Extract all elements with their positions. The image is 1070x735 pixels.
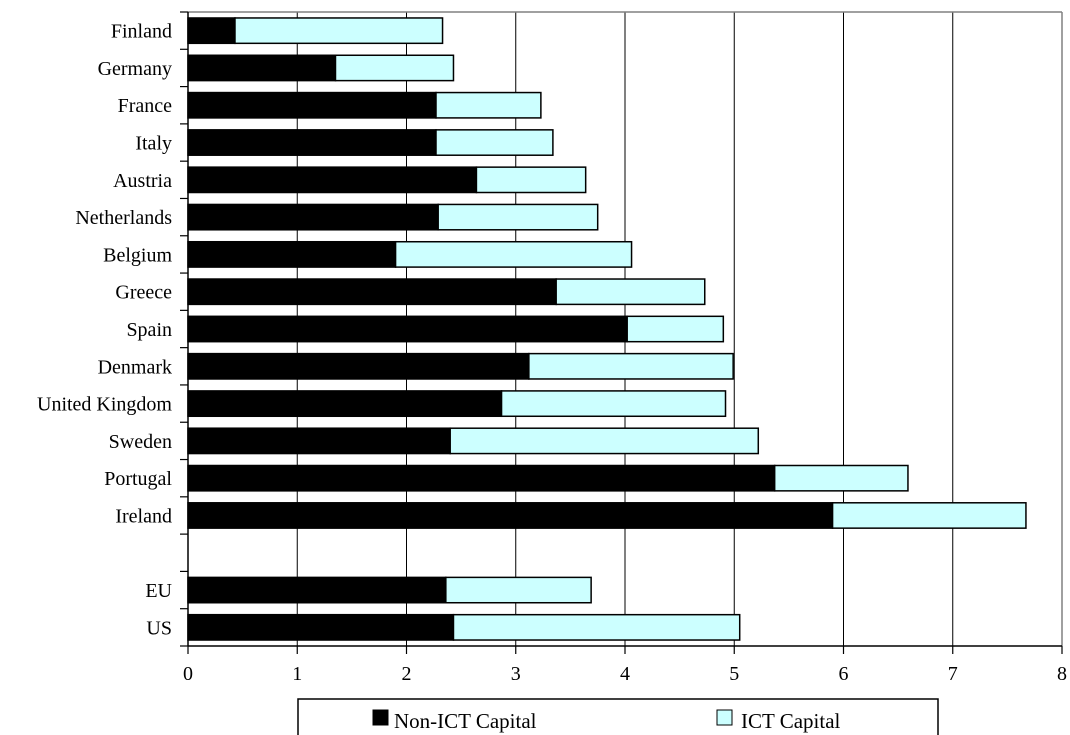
category-label: Sweden: [109, 431, 172, 453]
category-label: Finland: [111, 21, 172, 43]
bar-non-ict: [187, 129, 437, 156]
bar-ict: [831, 502, 1027, 529]
bar-non-ict: [187, 240, 397, 268]
legend-label-non-ict: Non-ICT Capital: [394, 709, 537, 733]
category-label: Ireland: [115, 505, 172, 527]
x-tick-label: 0: [183, 663, 193, 685]
x-tick-label: 3: [511, 663, 521, 685]
bar-ict: [528, 352, 734, 380]
bar-ict: [626, 315, 725, 343]
bar-non-ict: [187, 427, 451, 455]
x-tick-label: 8: [1057, 663, 1067, 685]
bar-non-ict: [187, 390, 503, 418]
bar-non-ict: [187, 166, 478, 194]
bar-ict: [449, 427, 760, 455]
bar-ict: [437, 203, 599, 231]
bar-non-ict: [187, 54, 337, 82]
bar-non-ict: [187, 278, 557, 306]
bar-ict: [234, 17, 444, 45]
category-label: Belgium: [103, 244, 172, 266]
bar-non-ict: [187, 91, 437, 119]
bar-ict: [500, 390, 727, 418]
category-label: Denmark: [98, 356, 172, 378]
bar-non-ict: [187, 613, 455, 641]
category-label: Portugal: [104, 468, 172, 490]
category-label: Italy: [135, 133, 172, 155]
bar-ict: [435, 91, 542, 119]
bar-ict: [452, 613, 741, 641]
legend-box: [297, 698, 939, 735]
bar-ict: [394, 240, 633, 268]
bar-non-ict: [187, 315, 628, 343]
bar-ict: [555, 278, 706, 306]
x-tick-label: 7: [948, 663, 958, 685]
x-tick-labels: 0 1 2 3 4 5 6 7 8: [183, 663, 1067, 685]
bar-non-ict: [187, 203, 439, 231]
bar-ict: [475, 166, 587, 194]
x-tick-label: 5: [729, 663, 739, 685]
x-tick-label: 1: [292, 663, 302, 685]
bars: [187, 17, 1027, 641]
bar-ict: [435, 129, 554, 156]
category-label: Austria: [113, 170, 172, 192]
bar-ict: [445, 576, 592, 604]
x-tick-label: 6: [839, 663, 849, 685]
category-label: Netherlands: [75, 207, 172, 229]
bar-non-ict: [187, 464, 776, 492]
bar-non-ict: [187, 352, 530, 380]
bar-non-ict: [187, 502, 834, 529]
bar-ict: [773, 464, 909, 492]
x-tick-label: 2: [402, 663, 412, 685]
bar-non-ict: [187, 576, 447, 604]
legend-swatch-non-ict: [372, 709, 389, 726]
category-label: Spain: [126, 319, 172, 341]
legend-label-ict: ICT Capital: [741, 709, 841, 733]
category-labels: Finland Germany France Italy Austria Netherla…: [37, 21, 173, 640]
bar-ict: [334, 54, 455, 82]
legend: Non-ICT Capital ICT Capital: [297, 698, 939, 735]
category-label: United Kingdom: [37, 394, 172, 416]
category-label: US: [146, 617, 172, 639]
legend-swatch-ict: [716, 709, 733, 726]
bar-non-ict: [187, 17, 236, 45]
axes: [180, 11, 1063, 654]
x-tick-label: 4: [620, 663, 630, 685]
category-label: Greece: [115, 282, 172, 304]
category-label: Germany: [98, 58, 172, 80]
category-label: France: [118, 95, 173, 117]
category-label: EU: [145, 580, 172, 602]
